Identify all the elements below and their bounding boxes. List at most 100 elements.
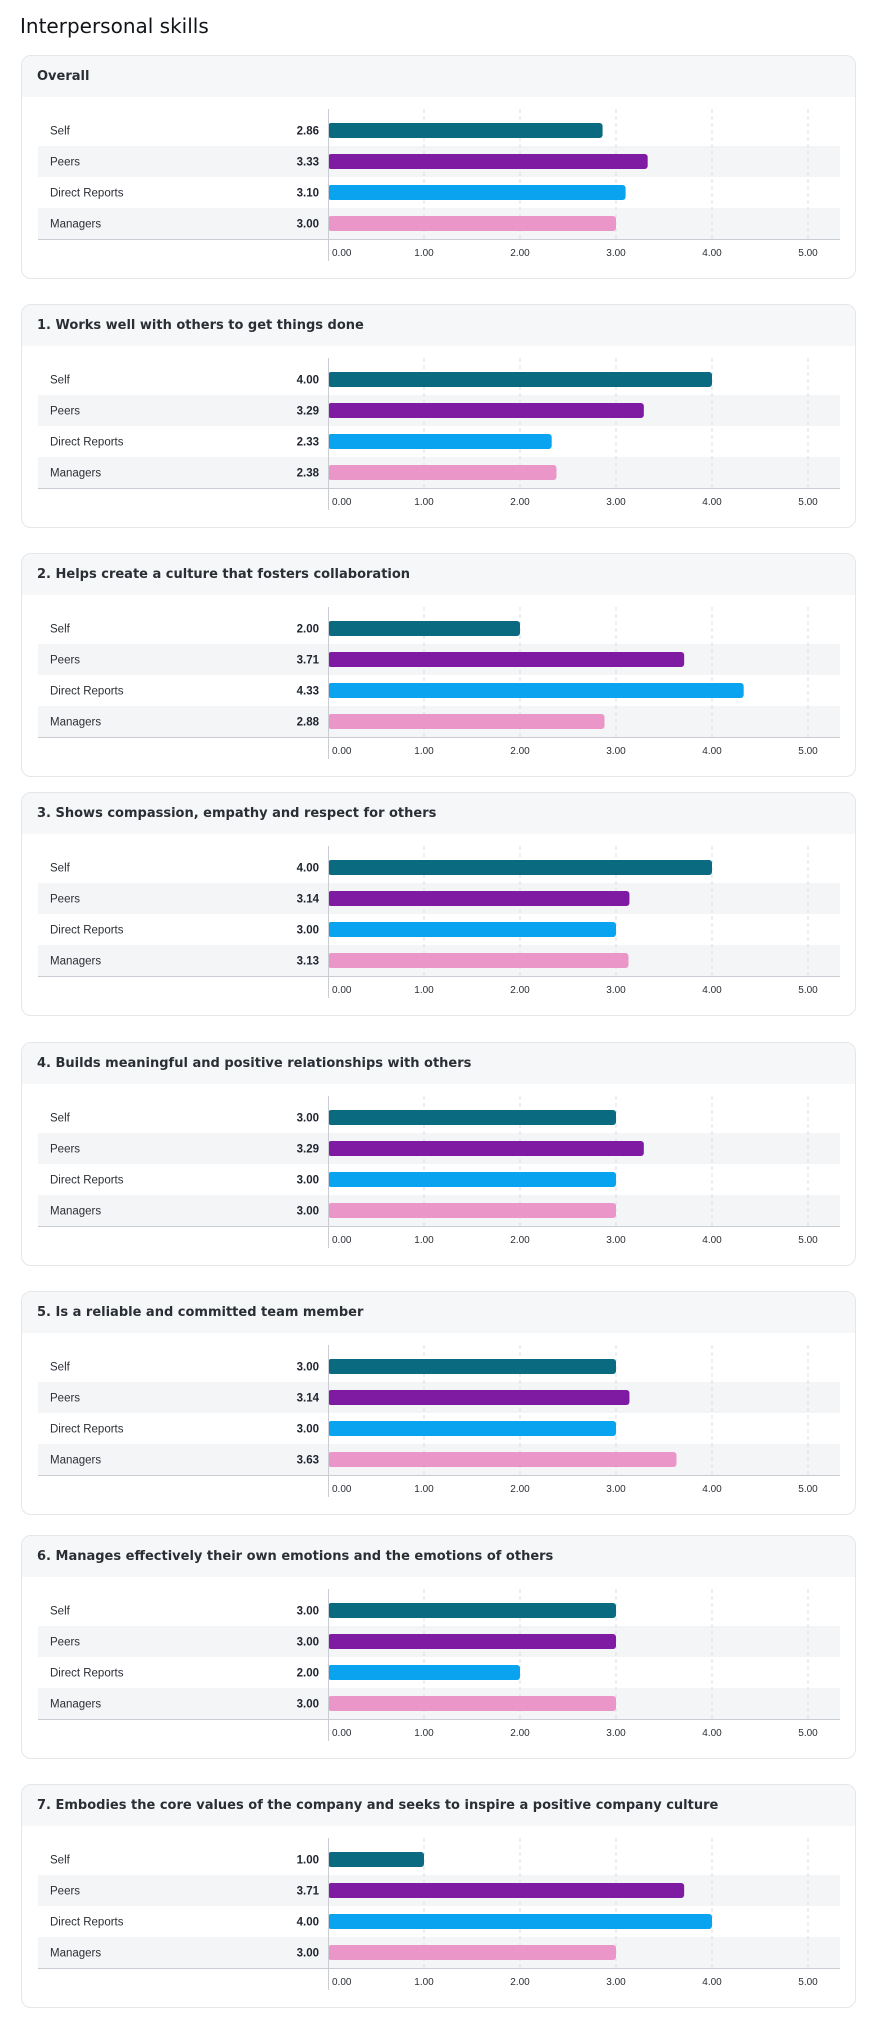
- bar-peers[interactable]: [328, 154, 648, 169]
- tick-label: 1.00: [414, 1235, 434, 1246]
- category-label: Self: [50, 863, 71, 875]
- tick-label: 0.00: [332, 248, 352, 259]
- bar-direct-reports[interactable]: [328, 1914, 712, 1929]
- category-label: Peers: [50, 655, 80, 667]
- bar-managers[interactable]: [328, 714, 605, 729]
- tick-label: 3.00: [606, 1484, 626, 1495]
- bar-direct-reports[interactable]: [328, 1421, 616, 1436]
- category-label: Peers: [50, 1393, 80, 1405]
- chart-title: 7. Embodies the core values of the compa…: [22, 1785, 855, 1826]
- value-label: 3.00: [297, 1699, 319, 1711]
- bar-self[interactable]: [328, 1852, 424, 1867]
- chart-title: 3. Shows compassion, empathy and respect…: [22, 793, 855, 834]
- bar-self[interactable]: [328, 621, 520, 636]
- bar-peers[interactable]: [328, 891, 630, 906]
- value-label: 3.00: [297, 1362, 319, 1374]
- bar-peers[interactable]: [328, 652, 685, 667]
- category-label: Managers: [50, 219, 101, 231]
- bar-managers[interactable]: [328, 465, 557, 480]
- tick-label: 2.00: [510, 1484, 530, 1495]
- value-label: 3.63: [297, 1455, 319, 1467]
- bar-direct-reports[interactable]: [328, 1665, 520, 1680]
- bar-managers[interactable]: [328, 216, 616, 231]
- chart-title: Overall: [22, 56, 855, 97]
- value-label: 2.00: [297, 624, 319, 636]
- category-label: Peers: [50, 894, 80, 906]
- tick-label: 0.00: [332, 985, 352, 996]
- chart-card: 7. Embodies the core values of the compa…: [21, 1784, 856, 2008]
- tick-label: 3.00: [606, 985, 626, 996]
- value-label: 4.00: [297, 863, 319, 875]
- bar-chart: Self 2.86 Peers 3.33 Direct Reports 3.10 Manag…: [38, 109, 840, 261]
- category-label: Peers: [50, 406, 80, 418]
- bar-self[interactable]: [328, 372, 712, 387]
- value-label: 3.14: [297, 1393, 320, 1405]
- bar-direct-reports[interactable]: [328, 185, 626, 200]
- chart-title: 6. Manages effectively their own emotion…: [22, 1536, 855, 1577]
- category-label: Direct Reports: [50, 1668, 124, 1680]
- value-label: 2.38: [297, 468, 320, 480]
- value-label: 3.29: [297, 1144, 319, 1156]
- value-label: 2.00: [297, 1668, 319, 1680]
- bar-direct-reports[interactable]: [328, 1172, 616, 1187]
- value-label: 3.00: [297, 1113, 319, 1125]
- bar-self[interactable]: [328, 1110, 616, 1125]
- bar-peers[interactable]: [328, 1634, 616, 1649]
- chart-card: 5. Is a reliable and committed team memb…: [21, 1291, 856, 1515]
- tick-label: 4.00: [702, 1977, 722, 1988]
- tick-label: 0.00: [332, 1728, 352, 1739]
- bar-peers[interactable]: [328, 403, 644, 418]
- bar-self[interactable]: [328, 1359, 616, 1374]
- bar-direct-reports[interactable]: [328, 922, 616, 937]
- bar-direct-reports[interactable]: [328, 683, 744, 698]
- tick-label: 0.00: [332, 1235, 352, 1246]
- chart-card: 4. Builds meaningful and positive relati…: [21, 1042, 856, 1266]
- category-label: Managers: [50, 1948, 101, 1960]
- category-label: Managers: [50, 1699, 101, 1711]
- tick-label: 3.00: [606, 497, 626, 508]
- bar-peers[interactable]: [328, 1883, 685, 1898]
- value-label: 3.00: [297, 1606, 319, 1618]
- value-label: 3.14: [297, 894, 320, 906]
- bar-managers[interactable]: [328, 1452, 677, 1467]
- tick-label: 5.00: [798, 1977, 818, 1988]
- bar-peers[interactable]: [328, 1141, 644, 1156]
- bar-chart: Self 1.00 Peers 3.71 Direct Reports 4.00 Manag…: [38, 1838, 840, 1990]
- tick-label: 1.00: [414, 1728, 434, 1739]
- value-label: 4.00: [297, 375, 319, 387]
- category-label: Direct Reports: [50, 1917, 124, 1929]
- page-title: Interpersonal skills: [20, 14, 209, 38]
- tick-label: 3.00: [606, 1728, 626, 1739]
- tick-label: 4.00: [702, 497, 722, 508]
- tick-label: 2.00: [510, 1728, 530, 1739]
- value-label: 3.00: [297, 925, 319, 937]
- chart-title: 1. Works well with others to get things …: [22, 305, 855, 346]
- value-label: 1.00: [297, 1855, 319, 1867]
- bar-peers[interactable]: [328, 1390, 630, 1405]
- value-label: 3.33: [297, 157, 319, 169]
- value-label: 3.00: [297, 1948, 319, 1960]
- tick-label: 2.00: [510, 746, 530, 757]
- value-label: 3.00: [297, 1206, 319, 1218]
- tick-label: 1.00: [414, 746, 434, 757]
- tick-label: 3.00: [606, 1235, 626, 1246]
- bar-self[interactable]: [328, 123, 603, 138]
- bar-direct-reports[interactable]: [328, 434, 552, 449]
- value-label: 2.33: [297, 437, 319, 449]
- category-label: Managers: [50, 468, 101, 480]
- bar-managers[interactable]: [328, 1203, 616, 1218]
- bar-self[interactable]: [328, 860, 712, 875]
- category-label: Self: [50, 126, 71, 138]
- category-label: Self: [50, 1855, 71, 1867]
- chart-card: Overall Self 2.86 Peers 3.33 Direct Reports 3.…: [21, 55, 856, 279]
- value-label: 3.71: [297, 1886, 320, 1898]
- bar-self[interactable]: [328, 1603, 616, 1618]
- bar-chart: Self 3.00 Peers 3.00 Direct Reports 2.00 Manag…: [38, 1589, 840, 1741]
- tick-label: 2.00: [510, 985, 530, 996]
- bar-managers[interactable]: [328, 1696, 616, 1711]
- chart-card: 1. Works well with others to get things …: [21, 304, 856, 528]
- tick-label: 5.00: [798, 497, 818, 508]
- bar-managers[interactable]: [328, 953, 629, 968]
- bar-chart: Self 2.00 Peers 3.71 Direct Reports 4.33 Manag…: [38, 607, 840, 759]
- bar-managers[interactable]: [328, 1945, 616, 1960]
